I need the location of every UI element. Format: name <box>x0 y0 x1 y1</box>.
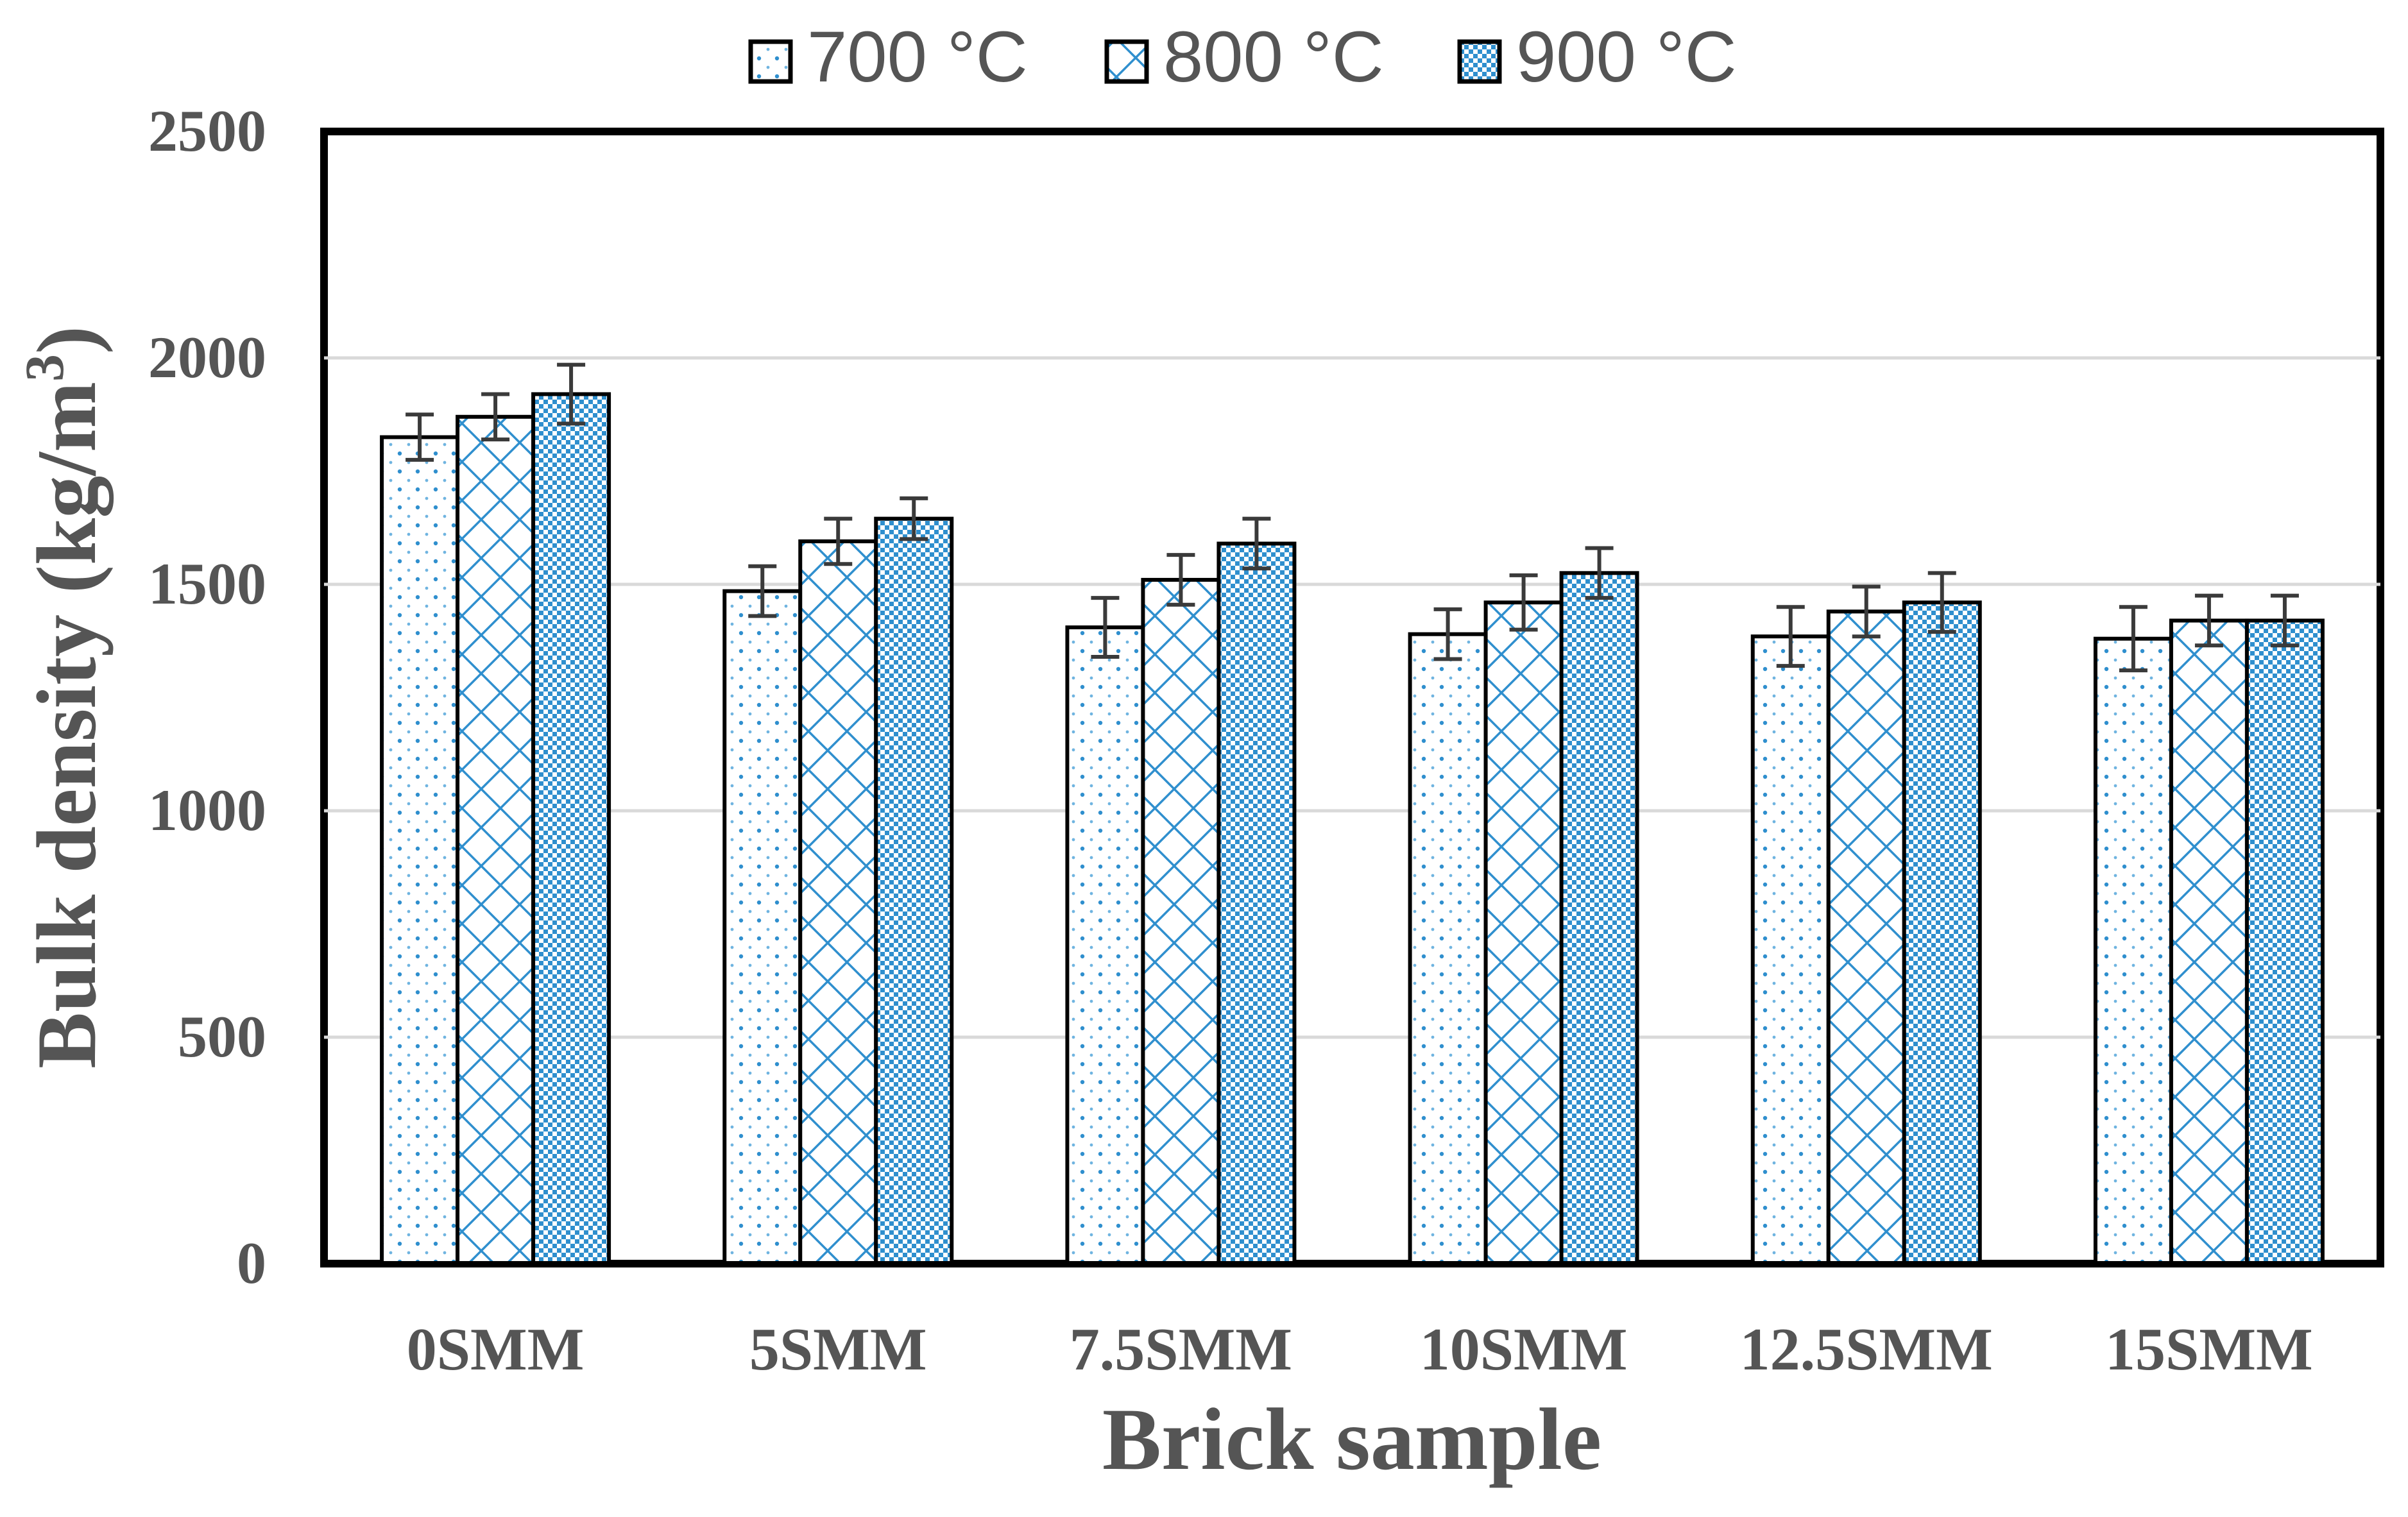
error-bar <box>2119 605 2148 673</box>
error-bar <box>1433 607 1462 661</box>
y-axis-title-main: Bulk density (kg/m <box>19 382 114 1069</box>
x-tick-label: 12.5SMM <box>1740 1316 1993 1383</box>
y-tick-label: 2500 <box>148 98 266 164</box>
bar <box>722 589 803 1266</box>
error-bar <box>824 516 853 566</box>
bar <box>456 414 536 1266</box>
x-tick-label: 5SMM <box>749 1316 927 1383</box>
bar <box>531 392 611 1266</box>
error-bar <box>481 392 510 442</box>
bar <box>1217 541 1297 1266</box>
y-axis-title-superscript: 3 <box>13 354 75 382</box>
bar <box>1559 571 1639 1266</box>
bar <box>1408 632 1488 1266</box>
error-bar <box>1166 553 1195 607</box>
error-bar <box>406 412 434 462</box>
gridlines <box>324 356 2380 1039</box>
error-bar <box>1776 605 1805 668</box>
y-tick-label: 2000 <box>148 325 266 390</box>
bar <box>1065 625 1145 1266</box>
bar <box>2093 636 2173 1266</box>
bar <box>1483 600 1564 1266</box>
error-bar <box>1091 596 1120 659</box>
legend-item: 900 °C <box>1457 17 1737 97</box>
error-bar <box>900 496 928 541</box>
x-tick-label: 10SMM <box>1420 1316 1628 1383</box>
legend-swatch <box>748 39 793 84</box>
error-bar <box>1509 573 1538 632</box>
y-tick-label: 1000 <box>148 777 266 843</box>
x-tick-label: 15SMM <box>2105 1316 2313 1383</box>
y-tick-labels: 0 500 1000 1500 2000 2500 <box>148 98 266 1296</box>
bar <box>798 539 878 1266</box>
bars-group <box>380 392 2325 1266</box>
legend-label: 900 °C <box>1516 17 1737 97</box>
error-bar <box>748 564 777 618</box>
bar <box>1141 577 1221 1266</box>
plot-frame <box>320 128 2384 1267</box>
bar <box>2169 618 2249 1266</box>
legend-label: 800 °C <box>1163 17 1384 97</box>
x-tick-label: 0SMM <box>407 1316 585 1383</box>
x-axis-title: Brick sample <box>1102 1390 1601 1488</box>
y-axis-title-close: ) <box>19 326 114 354</box>
y-tick-label: 0 <box>237 1230 266 1296</box>
legend-swatch <box>1104 39 1149 84</box>
y-tick-label: 1500 <box>148 551 266 616</box>
bar <box>2244 618 2325 1266</box>
legend-swatch <box>1457 39 1502 84</box>
error-bar <box>2270 593 2299 648</box>
y-tick-label: 500 <box>178 1004 266 1069</box>
bar <box>874 516 954 1266</box>
bar <box>1750 634 1831 1266</box>
error-bar <box>557 362 586 426</box>
bar <box>1902 600 1982 1266</box>
y-axis-title: Bulk density (kg/m3) <box>13 326 114 1069</box>
error-bar <box>1927 571 1956 634</box>
error-bar <box>2194 593 2223 648</box>
x-tick-label: 7.5SMM <box>1070 1316 1292 1383</box>
error-bar <box>1242 516 1271 571</box>
legend: 700 °C 800 °C 900 °C <box>748 17 1737 97</box>
legend-item: 700 °C <box>748 17 1028 97</box>
bar <box>1826 609 1906 1266</box>
legend-label: 700 °C <box>807 17 1028 97</box>
bar <box>380 435 460 1266</box>
error-bars-group <box>406 362 2299 673</box>
legend-item: 800 °C <box>1104 17 1384 97</box>
error-bar <box>1852 584 1881 639</box>
error-bar <box>1585 546 1614 600</box>
x-tick-labels: 0SMM 5SMM 7.5SMM 10SMM 12.5SMM 15SMM <box>407 1316 2313 1383</box>
